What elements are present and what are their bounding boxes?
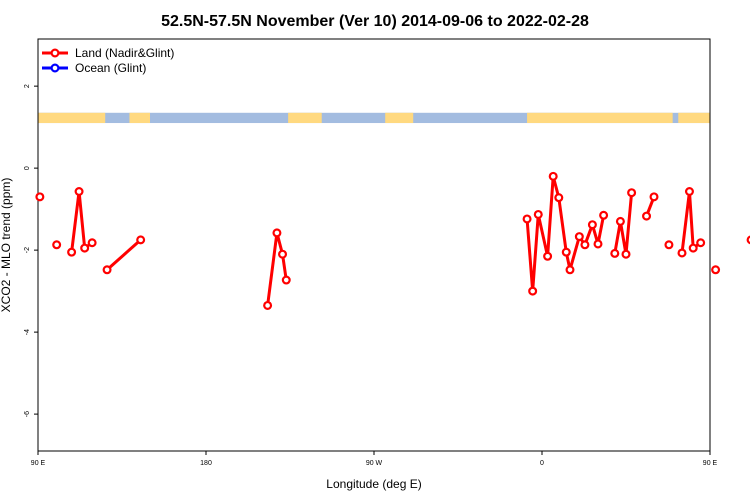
x-axis: 90 E 180 90 W 0 90 E [31,451,718,467]
data-point [649,192,659,202]
data-point [711,265,721,275]
data-point [52,240,62,250]
data-point [610,248,620,258]
data-point [677,248,687,258]
data-point [528,286,538,296]
series-line [613,192,634,256]
data-point [561,247,571,257]
x-tick-label: 90 E [31,460,46,467]
y-axis: 2 0 -2 -4 -6 [24,84,38,417]
y-axis-label: XCO2 - MLO trend (ppm) [0,178,13,313]
data-point [554,193,564,203]
legend-marker [50,63,60,73]
series-line [106,238,142,271]
data-point [746,235,750,245]
data-point [627,188,637,198]
data-point [599,210,609,220]
data-point [263,300,273,310]
y-tick-label: -2 [24,247,31,253]
data-point [593,239,603,249]
data-point [281,275,291,285]
x-tick-label: 90 E [703,460,718,467]
ocean-band [38,112,710,124]
data-point [621,249,631,259]
x-tick-label: 0 [540,460,544,467]
y-tick-label: -4 [24,329,31,335]
series-line [266,231,288,306]
data-point [587,220,597,230]
data-point [696,238,706,248]
y-tick-label: -6 [24,411,31,417]
x-tick-label: 180 [200,460,212,467]
data-point [684,187,694,197]
data-point [543,251,553,261]
data-point [565,265,575,275]
legend-marker [50,48,60,58]
legend-label: Ocean (Glint) [75,61,146,75]
y-tick-label: 0 [24,166,31,170]
land-band [385,112,414,124]
land-band [38,112,106,124]
data-point [67,247,77,257]
data-point [74,187,84,197]
series-line [525,174,606,293]
data-point [278,249,288,259]
x-axis-label: Longitude (deg E) [326,477,421,491]
data-point [574,232,584,242]
series-line [680,190,702,254]
data-point [533,209,543,219]
land-band [527,112,673,124]
legend: Land (Nadir&Glint)Ocean (Glint) [42,46,174,75]
data-point [102,265,112,275]
data-point [642,211,652,221]
land-band [678,112,710,124]
data-point [688,243,698,253]
series-line [70,190,94,253]
data-point [664,240,674,250]
y-tick-label: 2 [24,84,31,88]
x-tick-label: 90 W [366,460,383,467]
data-point [548,171,558,181]
data-point [136,235,146,245]
series-layer [35,171,750,310]
plot-frame [37,38,711,452]
data-point [272,228,282,238]
data-point [580,240,590,250]
land-band [129,112,150,124]
legend-label: Land (Nadir&Glint) [75,46,174,60]
data-point [35,192,45,202]
data-point [87,238,97,248]
chart-title: 52.5N-57.5N November (Ver 10) 2014-09-06… [161,13,589,30]
land-band [288,112,322,124]
data-point [522,214,532,224]
data-point [80,243,90,253]
data-point [615,216,625,226]
land-ocean-strip [38,112,710,124]
